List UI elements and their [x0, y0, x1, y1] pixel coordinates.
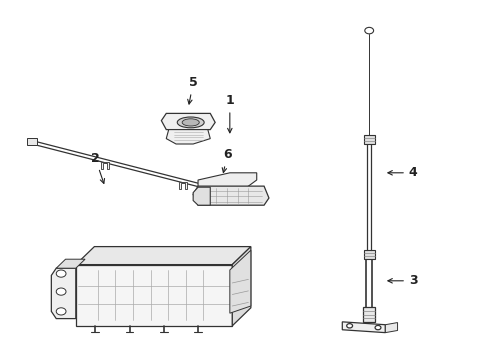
- Circle shape: [56, 270, 66, 277]
- Polygon shape: [76, 265, 232, 326]
- Polygon shape: [193, 186, 268, 205]
- Text: 4: 4: [387, 166, 417, 179]
- Ellipse shape: [182, 119, 199, 126]
- Text: 5: 5: [187, 76, 197, 104]
- Circle shape: [364, 27, 373, 34]
- Polygon shape: [166, 130, 210, 144]
- Polygon shape: [161, 113, 215, 130]
- Polygon shape: [232, 247, 250, 326]
- Circle shape: [346, 324, 352, 328]
- Text: 6: 6: [222, 148, 231, 172]
- Text: 1: 1: [225, 94, 234, 133]
- Circle shape: [374, 325, 380, 330]
- Polygon shape: [193, 187, 210, 205]
- Polygon shape: [102, 162, 109, 169]
- Polygon shape: [76, 247, 250, 265]
- Polygon shape: [342, 322, 385, 333]
- Polygon shape: [229, 250, 250, 313]
- Ellipse shape: [177, 117, 204, 128]
- Circle shape: [56, 288, 66, 295]
- Polygon shape: [56, 259, 85, 268]
- Polygon shape: [363, 135, 374, 144]
- Polygon shape: [363, 307, 374, 322]
- Circle shape: [56, 308, 66, 315]
- Polygon shape: [198, 173, 256, 187]
- Polygon shape: [363, 250, 374, 259]
- Polygon shape: [27, 138, 37, 145]
- Text: 3: 3: [387, 274, 417, 287]
- Polygon shape: [179, 182, 187, 189]
- Polygon shape: [51, 268, 76, 319]
- Text: 2: 2: [91, 152, 104, 183]
- Polygon shape: [385, 323, 397, 333]
